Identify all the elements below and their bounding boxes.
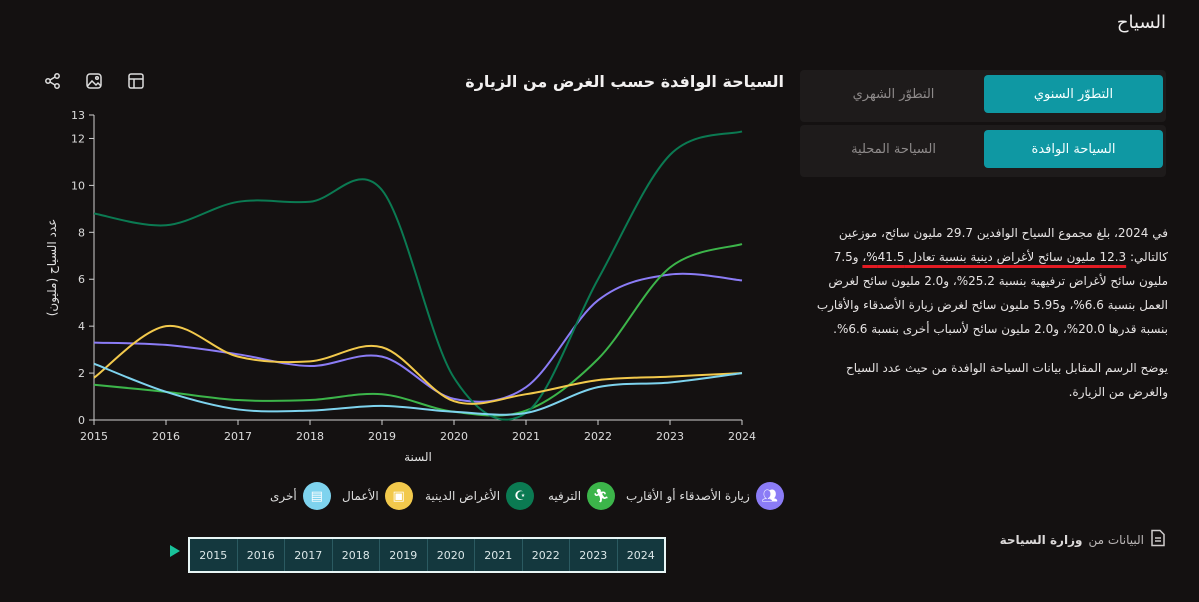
crescent-icon: ☪︎: [506, 482, 535, 510]
description-text-a: في 2024، بلغ مجموع السياح الوافدين 29.7 …: [838, 226, 1168, 264]
y-axis-label: عدد السياح (مليون): [45, 219, 60, 317]
tab-domestic-tourism[interactable]: السياحة المحلية: [851, 141, 936, 157]
x-tick-label: 2018: [296, 430, 324, 443]
source-link[interactable]: وزارة السياحة: [999, 532, 1083, 547]
x-tick-label: 2016: [152, 430, 180, 443]
legend-item-religious[interactable]: ☪︎ الأغراض الدينية: [425, 482, 535, 510]
document-icon: [1150, 529, 1166, 550]
y-tick-label: 13: [71, 109, 85, 122]
timeline-year[interactable]: 2015: [199, 548, 228, 562]
x-axis-label: السنة: [404, 450, 432, 464]
x-tick-label: 2021: [512, 430, 540, 443]
y-tick-label: 4: [78, 320, 85, 333]
legend-label: الأغراض الدينية: [425, 489, 501, 503]
tab-monthly-evolution[interactable]: التطوّر الشهري: [852, 86, 935, 102]
data-source: البيانات من وزارة السياحة: [1000, 529, 1166, 550]
tab-inbound-tourism[interactable]: السياحة الوافدة: [984, 130, 1163, 168]
briefcase-icon: ▣: [384, 482, 413, 510]
timeline-year[interactable]: 2022: [521, 539, 570, 571]
year-timeline[interactable]: 2015 2016 2017 2018 2019 2020 2021 2022 …: [188, 537, 666, 573]
x-tick-label: 2022: [584, 430, 612, 443]
series-line-0: [93, 272, 743, 403]
legend-item-business[interactable]: ▣ الأعمال: [342, 482, 413, 510]
source-prefix: البيانات من: [1088, 532, 1144, 547]
y-tick-label: 0: [78, 414, 85, 427]
description-paragraph-1: في 2024، بلغ مجموع السياح الوافدين 29.7 …: [806, 221, 1168, 341]
tab-annual-evolution[interactable]: التطوّر السنوي: [984, 75, 1163, 113]
legend-item-other[interactable]: ▤ أخرى: [270, 482, 331, 510]
timeline-year[interactable]: 2016: [236, 539, 285, 571]
x-tick-label: 2019: [368, 430, 396, 443]
line-chart: 0 2 4 6 8 10 12 13 2015 2016 2017 2018 2019 2020 2021 2…: [45, 109, 756, 464]
share-icon[interactable]: [44, 72, 62, 90]
play-icon[interactable]: [170, 545, 180, 557]
legend-item-leisure[interactable]: 🏃︎ الترفيه: [548, 482, 616, 510]
y-tick-label: 10: [71, 179, 85, 192]
x-tick-label: 2020: [440, 430, 468, 443]
book-icon: ▤: [302, 482, 331, 510]
description-highlight: 12.3 مليون سائح لأغراض دينية بنسبة تعادل…: [862, 250, 1127, 264]
timeline-year[interactable]: 2017: [284, 539, 332, 571]
legend-label: الأعمال: [342, 489, 379, 503]
running-person-icon: 🏃︎: [587, 482, 616, 510]
page-title: السياح: [1116, 12, 1166, 33]
legend-label: أخرى: [270, 489, 297, 503]
legend-label: زيارة الأصدقاء أو الأقارب: [626, 489, 750, 503]
timeline-year[interactable]: 2023: [569, 539, 617, 571]
series-line-4: [93, 362, 743, 416]
timeline-year[interactable]: 2021: [474, 539, 522, 571]
y-tick-label: 2: [78, 367, 85, 380]
people-icon: 👥︎: [755, 482, 784, 510]
legend-item-friends-relatives[interactable]: 👥︎ زيارة الأصدقاء أو الأقارب: [626, 482, 784, 510]
y-tick-label: 8: [78, 226, 85, 239]
description-text-b: و7.5 مليون سائح لأغراض ترفيهية بنسبة 25.…: [816, 250, 1168, 336]
table-icon[interactable]: [127, 72, 145, 90]
timeline-year[interactable]: 2019: [379, 539, 427, 571]
series-line-2: [93, 130, 743, 421]
x-tick-label: 2023: [656, 430, 684, 443]
timeline-year[interactable]: 2020: [426, 539, 475, 571]
chart-title: السياحة الوافدة حسب الغرض من الزيارة: [465, 72, 784, 91]
timeline-year[interactable]: 2024: [616, 539, 665, 571]
series-line-1: [93, 243, 743, 417]
y-tick-label: 6: [78, 273, 85, 286]
x-tick-label: 2024: [728, 430, 756, 443]
image-icon[interactable]: [85, 72, 103, 90]
series-line-3: [93, 324, 743, 405]
x-tick-label: 2015: [80, 430, 108, 443]
timeline-year[interactable]: 2018: [331, 539, 380, 571]
description-paragraph-2: يوضح الرسم المقابل بيانات السياحة الوافد…: [845, 361, 1168, 399]
y-tick-label: 12: [71, 132, 85, 145]
x-tick-label: 2017: [224, 430, 252, 443]
legend-label: الترفيه: [548, 489, 582, 503]
